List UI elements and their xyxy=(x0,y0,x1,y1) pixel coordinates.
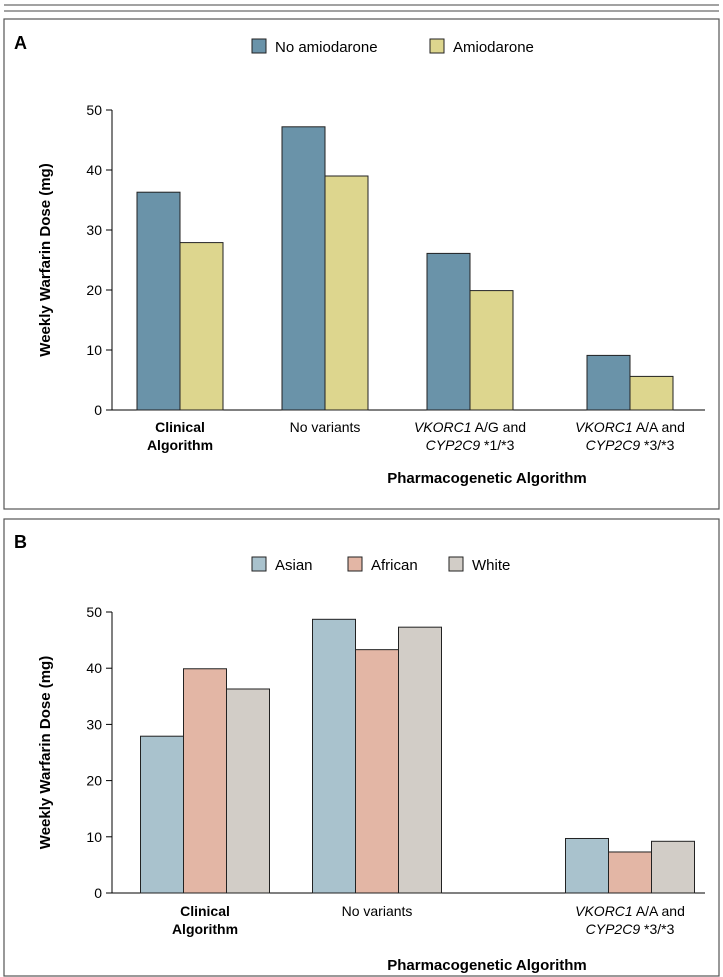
y-tick-label: 20 xyxy=(86,282,102,298)
legend-entry: No amiodarone xyxy=(275,39,378,56)
y-tick-label: 0 xyxy=(94,885,102,901)
bar xyxy=(651,840,695,894)
x-tick-label: CYP2C9 *3/*3 xyxy=(586,921,675,937)
legend-entry: White xyxy=(472,557,510,574)
x-tick-label: VKORC1 A/A and xyxy=(575,903,685,919)
bar xyxy=(312,618,356,894)
bar xyxy=(183,668,227,894)
y-axis-title: Weekly Warfarin Dose (mg) xyxy=(37,163,54,356)
bar xyxy=(565,837,609,894)
bar xyxy=(398,626,442,894)
x-axis-title: Pharmacogenetic Algorithm xyxy=(387,470,586,487)
panel-a: A No amiodarone Amiodarone 0 10 20 30 40 50 Weekl… xyxy=(3,18,720,510)
bar xyxy=(226,688,270,894)
y-tick-label: 10 xyxy=(86,829,102,845)
bar xyxy=(136,191,181,411)
x-tick-label: CYP2C9 *1/*3 xyxy=(426,437,515,453)
y-tick-label: 40 xyxy=(86,162,102,178)
panel-label: A xyxy=(14,33,27,53)
x-tick-label: Algorithm xyxy=(147,437,213,453)
y-tick-label: 50 xyxy=(86,604,102,620)
y-tick-label: 10 xyxy=(86,342,102,358)
legend-entry: Asian xyxy=(275,557,313,574)
x-tick-label: VKORC1 A/G and xyxy=(414,419,526,435)
bar xyxy=(324,175,369,411)
x-axis-title: Pharmacogenetic Algorithm xyxy=(387,957,586,974)
legend-entry: Amiodarone xyxy=(453,39,534,56)
y-tick-label: 30 xyxy=(86,222,102,238)
bar xyxy=(469,290,514,411)
bar xyxy=(608,851,652,894)
y-tick-label: 30 xyxy=(86,716,102,732)
x-tick-label: Clinical xyxy=(155,419,205,435)
legend-entry: African xyxy=(371,557,418,574)
legend-swatch xyxy=(448,556,464,572)
bar xyxy=(426,252,471,411)
y-tick-label: 40 xyxy=(86,660,102,676)
panel-frame xyxy=(3,518,720,977)
legend-swatch xyxy=(251,38,267,54)
bar xyxy=(586,354,631,411)
panel-frame xyxy=(3,18,720,510)
legend-swatch xyxy=(251,556,267,572)
panel-b: B Asian African White 0 10 20 30 40 50 Weekly Warf… xyxy=(3,518,720,977)
y-tick-label: 20 xyxy=(86,773,102,789)
x-tick-label: CYP2C9 *3/*3 xyxy=(586,437,675,453)
x-tick-label: No variants xyxy=(290,419,361,435)
x-tick-label: No variants xyxy=(342,903,413,919)
y-tick-label: 0 xyxy=(94,402,102,418)
y-axis-title: Weekly Warfarin Dose (mg) xyxy=(37,656,54,849)
legend-swatch xyxy=(347,556,363,572)
bar xyxy=(629,375,674,411)
x-tick-label: Clinical xyxy=(180,903,230,919)
bar xyxy=(281,126,326,411)
panel-label: B xyxy=(14,532,27,552)
bar xyxy=(179,242,224,411)
y-tick-label: 50 xyxy=(86,102,102,118)
x-tick-label: VKORC1 A/A and xyxy=(575,419,685,435)
bar xyxy=(140,735,184,894)
x-tick-label: Algorithm xyxy=(172,921,238,937)
legend-swatch xyxy=(429,38,445,54)
bar xyxy=(355,649,399,894)
